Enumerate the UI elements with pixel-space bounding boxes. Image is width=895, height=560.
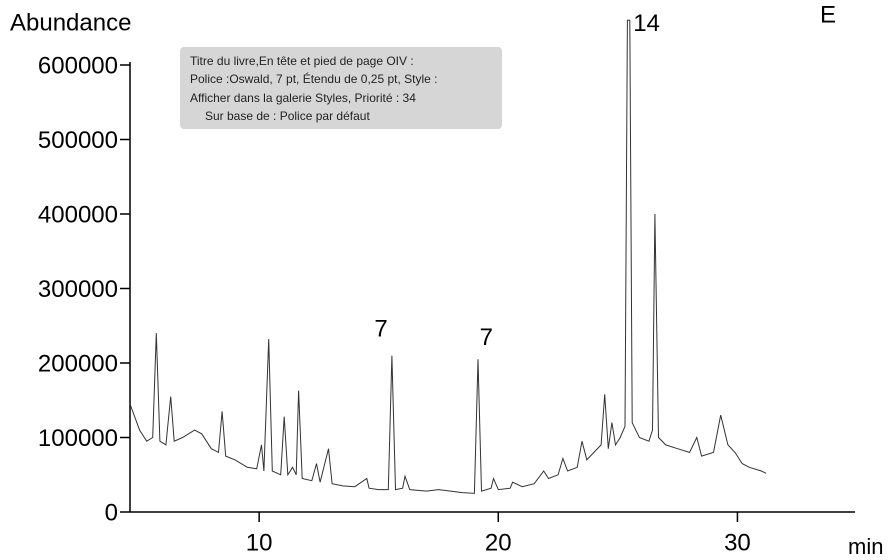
y-tick-label: 0 [105,499,118,526]
y-tick-label: 400000 [38,201,118,228]
tooltip-line: Afficher dans la galerie Styles, Priorit… [190,91,416,105]
tooltip-line: Sur base de : Police par défaut [205,109,370,123]
x-tick-label: 30 [724,529,751,556]
tooltip-box [180,47,502,129]
peak-annotation: 14 [633,10,660,37]
x-tick-label: 20 [485,529,512,556]
y-tick-label: 500000 [38,127,118,154]
tooltip-line: Police :Oswald, 7 pt, Étendu de 0,25 pt,… [190,71,437,86]
peak-annotation: 7 [374,316,387,343]
panel-label: E [820,1,836,28]
y-tick-label: 600000 [38,52,118,79]
y-tick-label: 100000 [38,425,118,452]
y-tick-label: 200000 [38,350,118,377]
y-tick-label: 300000 [38,276,118,303]
chromatogram-line [129,19,767,494]
peak-annotation: 7 [480,324,493,351]
x-axis-label: min [848,534,883,559]
y-axis-label: Abundance [10,9,131,36]
tooltip-line: Titre du livre,En tête et pied de page O… [190,54,414,68]
x-tick-label: 10 [246,529,273,556]
